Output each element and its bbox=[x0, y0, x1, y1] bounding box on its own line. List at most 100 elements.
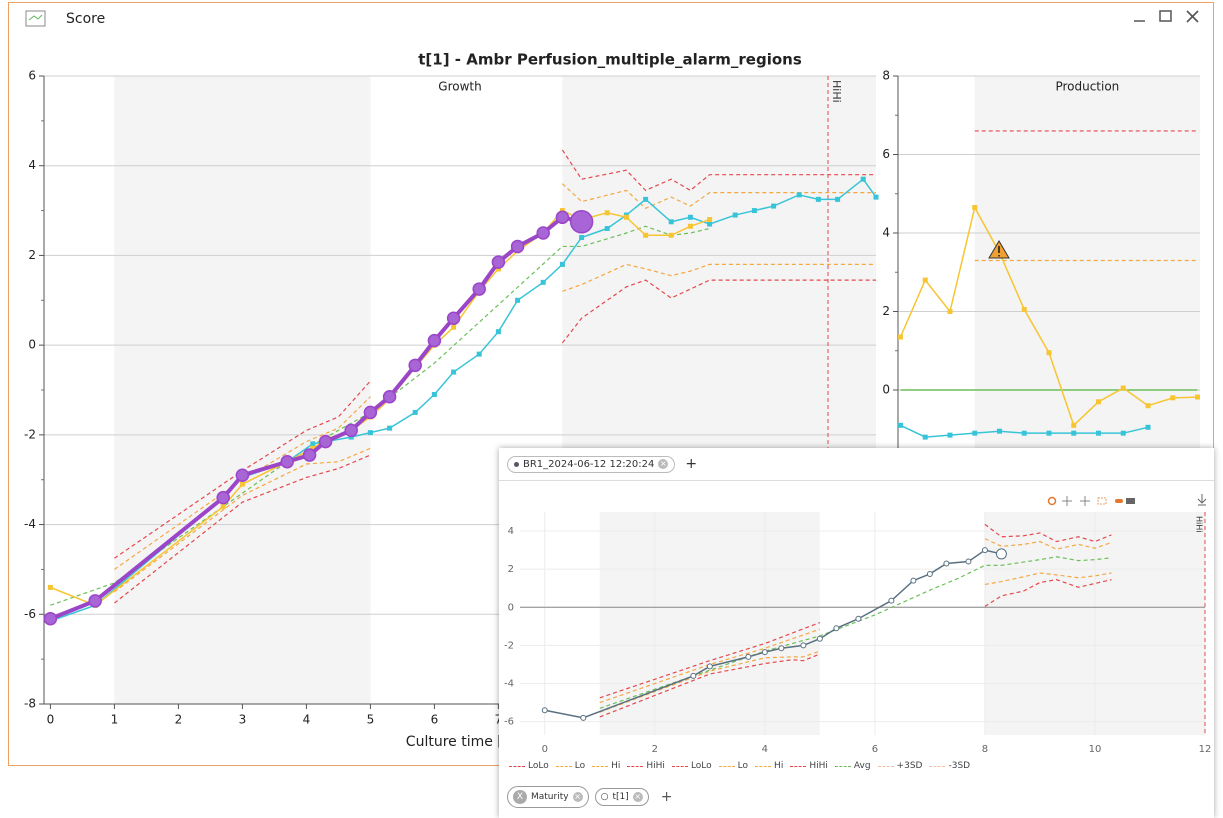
chip-badge: ○ bbox=[600, 792, 609, 802]
point bbox=[363, 405, 378, 420]
point bbox=[1096, 399, 1102, 405]
legend-item[interactable]: LoLo bbox=[671, 761, 712, 771]
point bbox=[778, 645, 785, 652]
y-tick-label: -2 bbox=[504, 640, 514, 651]
point bbox=[816, 635, 823, 642]
legend-item[interactable]: LoLo bbox=[509, 761, 549, 771]
point bbox=[873, 194, 879, 200]
legend-item[interactable]: Avg bbox=[834, 761, 871, 771]
point bbox=[1120, 385, 1126, 391]
point bbox=[947, 309, 953, 314]
y-tick-label: -4 bbox=[24, 517, 36, 531]
toolbar bbox=[1047, 494, 1207, 506]
legend-label: HiHi bbox=[809, 761, 828, 771]
y-tick-label: -4 bbox=[504, 679, 514, 690]
add-tab[interactable]: + bbox=[685, 456, 698, 472]
point bbox=[427, 333, 442, 348]
point bbox=[510, 239, 525, 254]
point bbox=[446, 311, 461, 325]
x-tick-label: 2 bbox=[175, 713, 183, 727]
point bbox=[310, 441, 316, 447]
x-tick-label: 0 bbox=[542, 744, 548, 755]
series-line bbox=[599, 556, 1112, 709]
point bbox=[910, 577, 917, 584]
legend-swatch bbox=[718, 765, 735, 767]
legend-label: HiHi bbox=[646, 761, 665, 771]
point bbox=[515, 297, 521, 303]
phase-label: Growth bbox=[438, 80, 481, 94]
point bbox=[604, 226, 610, 232]
point bbox=[690, 672, 697, 679]
phase-band bbox=[599, 512, 820, 735]
point bbox=[888, 597, 895, 604]
point bbox=[579, 234, 585, 240]
scale-tool[interactable] bbox=[1080, 496, 1090, 506]
warning-icon bbox=[988, 240, 1010, 259]
point bbox=[965, 558, 972, 565]
legend-swatch bbox=[834, 765, 851, 767]
legend-item[interactable]: Lo bbox=[718, 761, 748, 771]
point bbox=[1046, 430, 1052, 436]
point bbox=[706, 663, 713, 670]
point bbox=[569, 210, 594, 234]
legend-swatch bbox=[790, 765, 807, 767]
point bbox=[559, 261, 565, 267]
point bbox=[1071, 422, 1077, 428]
series-line bbox=[50, 225, 710, 606]
legend-item[interactable]: Lo bbox=[555, 761, 585, 771]
y-tick-label: 0 bbox=[28, 338, 36, 352]
point bbox=[451, 369, 457, 375]
legend-swatch bbox=[671, 765, 688, 767]
point bbox=[687, 223, 693, 229]
legend-item[interactable]: HiHi bbox=[790, 761, 828, 771]
phase-band bbox=[114, 76, 371, 704]
x-tick-label: 5 bbox=[367, 713, 375, 727]
series-line bbox=[984, 572, 1112, 586]
point bbox=[947, 432, 953, 438]
point bbox=[897, 422, 903, 428]
chip[interactable]: ○ t[1] × bbox=[594, 788, 649, 806]
toggle-tool[interactable] bbox=[1126, 498, 1135, 504]
download[interactable] bbox=[1197, 494, 1207, 506]
point bbox=[687, 214, 693, 220]
select-tool[interactable] bbox=[1097, 497, 1107, 505]
close[interactable] bbox=[1186, 10, 1199, 23]
legend-label: Hi bbox=[774, 761, 784, 771]
maximize[interactable] bbox=[1159, 10, 1172, 22]
add-chip[interactable]: + bbox=[660, 789, 673, 805]
series-line bbox=[599, 628, 821, 704]
legend-item[interactable]: HiHi bbox=[627, 761, 665, 771]
toggle-tool[interactable] bbox=[1115, 499, 1123, 503]
point bbox=[800, 642, 807, 649]
zoom-tool[interactable] bbox=[1047, 496, 1057, 506]
x-tick-label: 10 bbox=[1089, 744, 1102, 755]
legend-item[interactable]: Hi bbox=[592, 761, 620, 771]
point bbox=[220, 504, 226, 510]
series-line bbox=[599, 653, 821, 718]
x-tick-label: 7 bbox=[495, 713, 503, 727]
legend-swatch bbox=[592, 765, 609, 767]
legend-item[interactable]: -3SD bbox=[929, 761, 970, 771]
window-icon bbox=[25, 10, 46, 27]
x-tick-label: 6 bbox=[431, 713, 439, 727]
point bbox=[495, 329, 501, 335]
x-tick-label: 2 bbox=[652, 744, 658, 755]
point bbox=[280, 455, 294, 469]
point bbox=[732, 212, 738, 218]
legend-label: LoLo bbox=[528, 761, 549, 771]
point bbox=[643, 196, 649, 202]
point bbox=[707, 221, 713, 227]
chip[interactable]: X Maturity × bbox=[507, 786, 589, 808]
pan-tool[interactable] bbox=[1062, 496, 1072, 506]
point bbox=[555, 210, 570, 225]
point bbox=[1021, 430, 1027, 436]
legend-item[interactable]: Hi bbox=[755, 761, 783, 771]
batch-tab[interactable]: BR1_2024-06-12 12:20:24 × bbox=[507, 455, 676, 473]
legend-item[interactable]: +3SD bbox=[877, 761, 922, 771]
point bbox=[536, 226, 550, 240]
y-tick-label: 0 bbox=[882, 383, 890, 397]
point bbox=[387, 425, 393, 431]
point bbox=[491, 255, 506, 269]
y-tick-label: 0 bbox=[508, 602, 514, 613]
point bbox=[751, 208, 757, 214]
